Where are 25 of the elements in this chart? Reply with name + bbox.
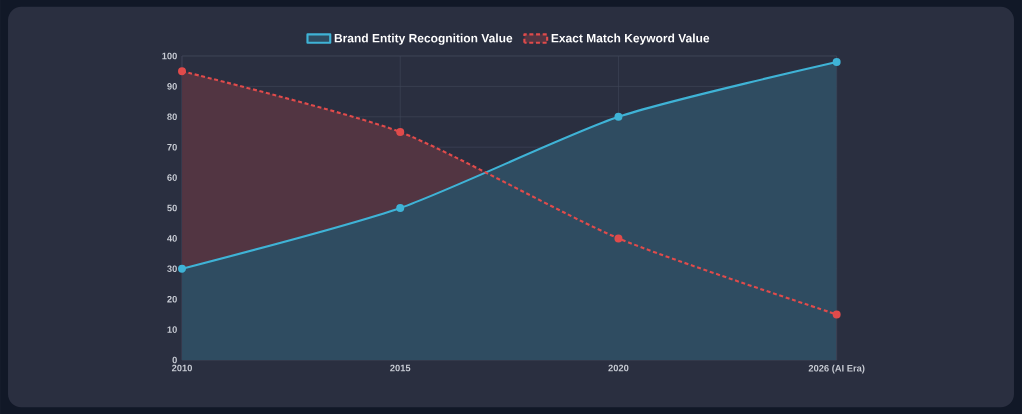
y-tick-label: 30 [167,265,177,273]
y-tick-label: 20 [167,295,177,303]
x-tick-label: 2015 [390,364,411,372]
point [614,112,623,121]
y-tick-label: 90 [167,83,177,90]
x-tick-label: 2020 [608,364,629,372]
point [832,58,841,67]
point [396,203,405,212]
x-tick-label: 2010 [171,364,193,372]
legend-label: Brand Entity Recognition Value [334,33,513,45]
y-tick-label: 60 [167,174,177,181]
point [178,67,187,76]
y-tick-label: 50 [167,204,177,212]
point [396,127,405,136]
y-tick-label: 100 [162,52,177,60]
point [178,264,187,273]
y-tick-label: 10 [167,326,177,333]
legend-label: Exact Match Keyword Value [551,33,710,45]
y-tick-label: 80 [167,113,177,121]
x-tick-label: 2026 (AI Era) [808,364,865,374]
y-tick-label: 0 [172,356,177,364]
point [614,234,623,243]
point [832,310,841,319]
y-tick-label: 40 [167,235,177,242]
y-tick-label: 70 [167,143,177,151]
